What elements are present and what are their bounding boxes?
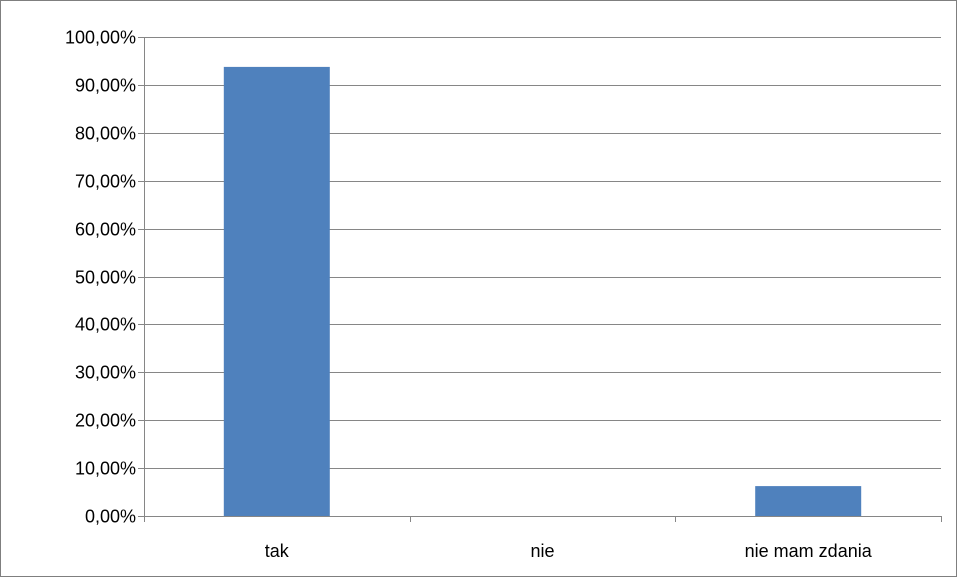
axes (138, 37, 942, 522)
y-tick-label: 70,00% (75, 172, 136, 192)
y-tick-label: 90,00% (75, 76, 136, 96)
tick-labels: 0,00% 10,00% 20,00% 30,00% 40,00% 50,00% 60,00… (65, 28, 873, 562)
y-tick-label: 40,00% (75, 315, 136, 335)
y-tick-label: 60,00% (75, 220, 136, 240)
y-tick-label: 20,00% (75, 411, 136, 431)
y-tick-label: 10,00% (75, 459, 136, 479)
x-tick-label: nie mam zdania (745, 541, 873, 561)
y-tick-label: 80,00% (75, 124, 136, 144)
y-tick-label: 30,00% (75, 363, 136, 383)
x-tick-label: nie (530, 541, 554, 561)
bars (223, 66, 862, 517)
bar-nie-mam-zdania (755, 486, 862, 516)
y-tick-label: 0,00% (85, 507, 136, 527)
bar-tak (223, 66, 330, 517)
y-tick-label: 50,00% (75, 268, 136, 288)
y-tick-label: 100,00% (65, 28, 136, 48)
x-tick-label: tak (265, 541, 290, 561)
